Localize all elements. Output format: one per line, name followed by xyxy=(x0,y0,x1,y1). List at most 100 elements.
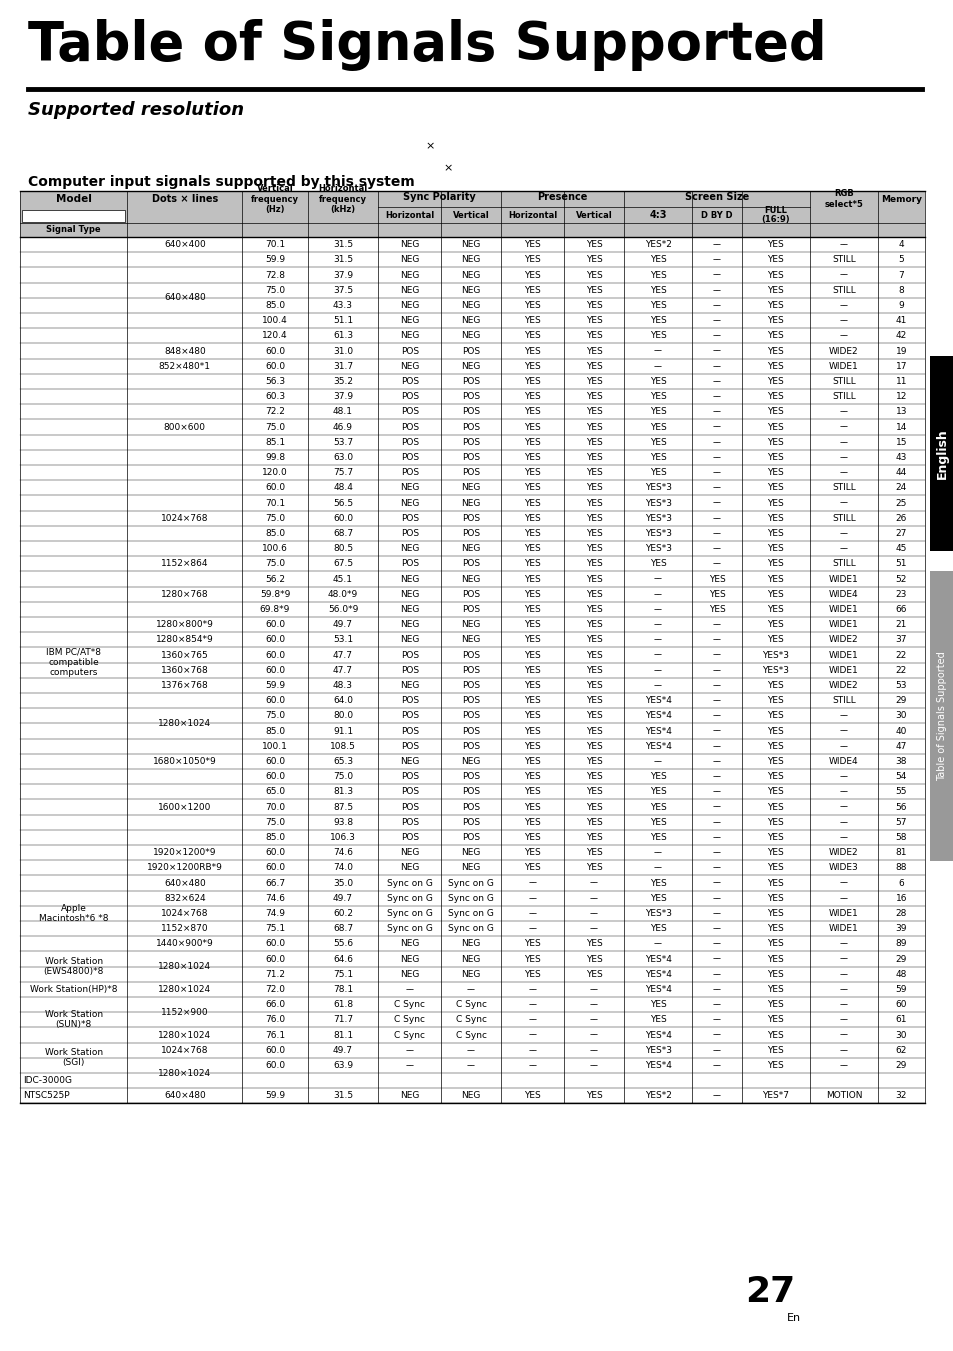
Text: YES*3: YES*3 xyxy=(644,909,671,917)
Text: YES: YES xyxy=(767,696,783,705)
Text: YES: YES xyxy=(767,939,783,948)
Text: 640×400: 640×400 xyxy=(164,240,206,249)
Text: 49.7: 49.7 xyxy=(333,894,353,902)
Text: YES: YES xyxy=(524,331,540,340)
Text: NEG: NEG xyxy=(461,939,480,948)
Text: WIDE4: WIDE4 xyxy=(828,757,858,766)
Text: Work Station
(EWS4800)*8: Work Station (EWS4800)*8 xyxy=(44,957,104,977)
Text: Presence: Presence xyxy=(537,192,587,201)
Text: YES: YES xyxy=(524,499,540,508)
Text: YES: YES xyxy=(585,681,602,690)
Text: STILL: STILL xyxy=(831,377,855,386)
Text: 59.8*9: 59.8*9 xyxy=(259,589,290,598)
Text: ––: –– xyxy=(653,620,662,630)
Text: 640×480: 640×480 xyxy=(164,293,206,303)
Text: NEG: NEG xyxy=(461,574,480,584)
Text: YES: YES xyxy=(649,423,666,431)
Text: YES: YES xyxy=(524,711,540,720)
Text: POS: POS xyxy=(400,377,418,386)
Text: 100.4: 100.4 xyxy=(262,316,288,326)
Text: ––: –– xyxy=(712,1016,720,1024)
Text: ––: –– xyxy=(839,544,847,553)
Text: POS: POS xyxy=(400,696,418,705)
Text: WIDE1: WIDE1 xyxy=(828,620,858,630)
Text: YES: YES xyxy=(585,331,602,340)
Text: WIDE2: WIDE2 xyxy=(828,635,858,644)
Text: ––: –– xyxy=(712,559,720,569)
Text: ––: –– xyxy=(712,848,720,857)
Text: ––: –– xyxy=(712,1000,720,1009)
Text: YES: YES xyxy=(585,467,602,477)
Text: Work Station(HP)*8: Work Station(HP)*8 xyxy=(30,985,117,994)
Text: 93.8: 93.8 xyxy=(333,817,353,827)
Text: ––: –– xyxy=(589,878,598,888)
Text: Table of Signals Supported: Table of Signals Supported xyxy=(28,19,825,72)
Text: ––: –– xyxy=(839,727,847,735)
Text: NEG: NEG xyxy=(399,240,419,249)
Text: ––: –– xyxy=(712,757,720,766)
Text: 72.0: 72.0 xyxy=(265,985,285,994)
Text: ––: –– xyxy=(653,757,662,766)
Text: YES: YES xyxy=(767,894,783,902)
Text: 100.1: 100.1 xyxy=(262,742,288,751)
Text: ––: –– xyxy=(712,438,720,447)
Text: NEG: NEG xyxy=(399,589,419,598)
Text: 56.5: 56.5 xyxy=(333,499,353,508)
Text: NEG: NEG xyxy=(399,574,419,584)
Text: Sync on G: Sync on G xyxy=(386,924,433,934)
Text: ––: –– xyxy=(405,985,414,994)
Text: ––: –– xyxy=(839,453,847,462)
Text: POS: POS xyxy=(461,438,479,447)
Text: POS: POS xyxy=(461,605,479,613)
Text: ––: –– xyxy=(839,423,847,431)
Text: POS: POS xyxy=(461,802,479,812)
Text: YES: YES xyxy=(585,528,602,538)
Text: YES: YES xyxy=(585,955,602,963)
Text: ––: –– xyxy=(712,528,720,538)
Text: 1280×1024: 1280×1024 xyxy=(158,719,212,728)
Text: ––: –– xyxy=(712,863,720,873)
Text: YES: YES xyxy=(767,1031,783,1039)
Text: YES: YES xyxy=(767,270,783,280)
Text: YES: YES xyxy=(649,894,666,902)
Text: NEG: NEG xyxy=(461,544,480,553)
Text: NEG: NEG xyxy=(399,270,419,280)
Text: 640×480: 640×480 xyxy=(164,1092,206,1100)
Text: YES: YES xyxy=(767,924,783,934)
Text: ––: –– xyxy=(839,742,847,751)
Text: 46.9: 46.9 xyxy=(333,423,353,431)
Text: 640×480: 640×480 xyxy=(164,878,206,888)
Text: POS: POS xyxy=(461,392,479,401)
Text: POS: POS xyxy=(461,528,479,538)
Text: YES: YES xyxy=(524,392,540,401)
Text: 75.0: 75.0 xyxy=(265,285,285,295)
Text: 39: 39 xyxy=(895,924,906,934)
Text: YES: YES xyxy=(524,438,540,447)
Text: ––: –– xyxy=(839,316,847,326)
Text: ––: –– xyxy=(653,666,662,674)
Text: 69.8*9: 69.8*9 xyxy=(259,605,290,613)
Text: WIDE2: WIDE2 xyxy=(828,346,858,355)
Text: POS: POS xyxy=(400,392,418,401)
Text: YES: YES xyxy=(524,817,540,827)
Text: WIDE1: WIDE1 xyxy=(828,605,858,613)
Text: 66: 66 xyxy=(895,605,906,613)
Text: NEG: NEG xyxy=(461,955,480,963)
Text: 60: 60 xyxy=(895,1000,906,1009)
Text: POS: POS xyxy=(461,834,479,842)
Text: 76.1: 76.1 xyxy=(265,1031,285,1039)
Text: YES: YES xyxy=(585,939,602,948)
Text: POS: POS xyxy=(461,453,479,462)
Text: ––: –– xyxy=(712,544,720,553)
Text: 42: 42 xyxy=(895,331,906,340)
Text: 51: 51 xyxy=(895,559,906,569)
Text: POS: POS xyxy=(461,711,479,720)
Text: YES: YES xyxy=(524,316,540,326)
Text: ––: –– xyxy=(589,1000,598,1009)
Text: ––: –– xyxy=(712,484,720,492)
Text: ––: –– xyxy=(589,1016,598,1024)
Text: ––: –– xyxy=(528,894,537,902)
Text: ––: –– xyxy=(528,1061,537,1070)
Text: 37.9: 37.9 xyxy=(333,270,353,280)
Text: C Sync: C Sync xyxy=(394,1016,425,1024)
